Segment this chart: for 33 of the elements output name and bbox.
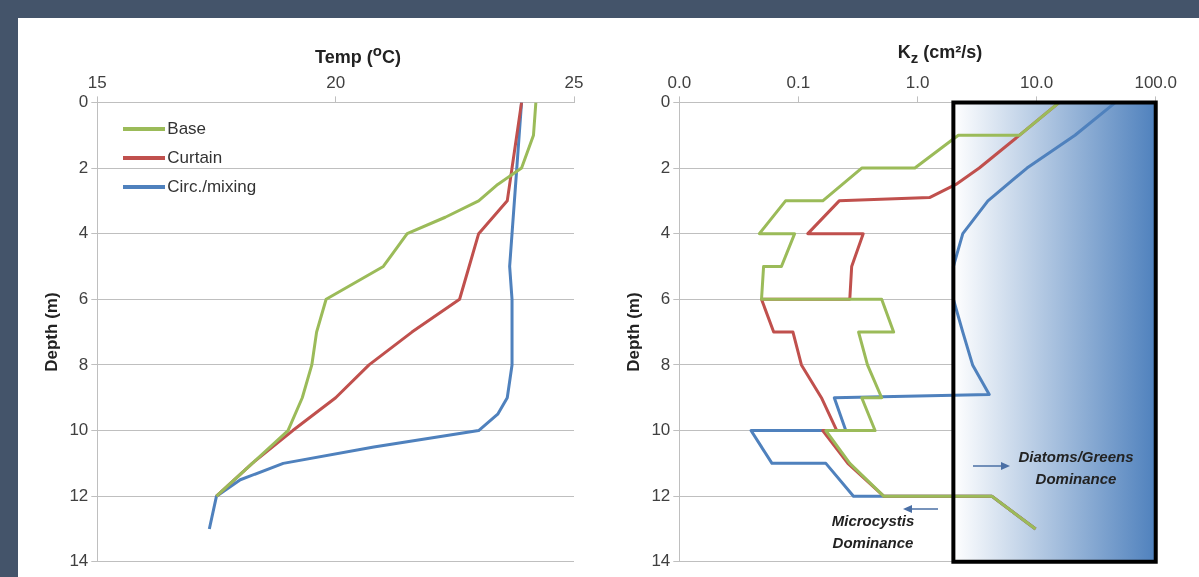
- x-tick-label: 0.1: [786, 72, 811, 92]
- y-tick-label: 10: [69, 420, 89, 440]
- y-tick-label: 0: [78, 92, 89, 112]
- y-axis-title: Depth (m): [41, 292, 61, 372]
- y-tick-label: 2: [660, 157, 671, 177]
- y-tick-label: 8: [660, 354, 671, 374]
- x-axis-title: K$_{z}$ (cm²/s): [896, 42, 984, 66]
- y-tick-label: 10: [651, 420, 671, 440]
- legend-label: Base: [167, 118, 207, 139]
- annotation: Diatoms/Greens Dominance: [1017, 447, 1135, 489]
- x-tick-label: 25: [564, 72, 584, 92]
- legend-label: Curtain: [167, 147, 223, 168]
- y-tick-label: 12: [651, 485, 671, 505]
- x-tick-label: 20: [326, 72, 346, 92]
- y-tick-label: 8: [78, 354, 89, 374]
- x-tick-label: 1.0: [905, 72, 930, 92]
- x-tick-label: 100.0: [1134, 72, 1177, 92]
- y-tick-label: 0: [660, 92, 671, 112]
- y-tick-label: 6: [660, 288, 671, 308]
- y-tick-label: 4: [660, 223, 671, 243]
- x-tick-label: 15: [87, 72, 107, 92]
- x-tick-label: 10.0: [1020, 72, 1054, 92]
- y-tick-label: 6: [78, 288, 89, 308]
- y-axis-title: Depth (m): [623, 292, 643, 372]
- legend-label: Circ./mixing: [167, 176, 257, 197]
- x-axis-title: Temp ($^{o}$C): [314, 42, 402, 68]
- y-tick-label: 2: [78, 157, 89, 177]
- y-tick-label: 14: [69, 551, 89, 571]
- y-tick-label: 4: [78, 223, 89, 243]
- x-tick-label: 0.0: [667, 72, 692, 92]
- y-tick-label: 12: [69, 485, 89, 505]
- annotation: Microcystis Dominance: [830, 511, 916, 553]
- y-tick-label: 14: [651, 551, 671, 571]
